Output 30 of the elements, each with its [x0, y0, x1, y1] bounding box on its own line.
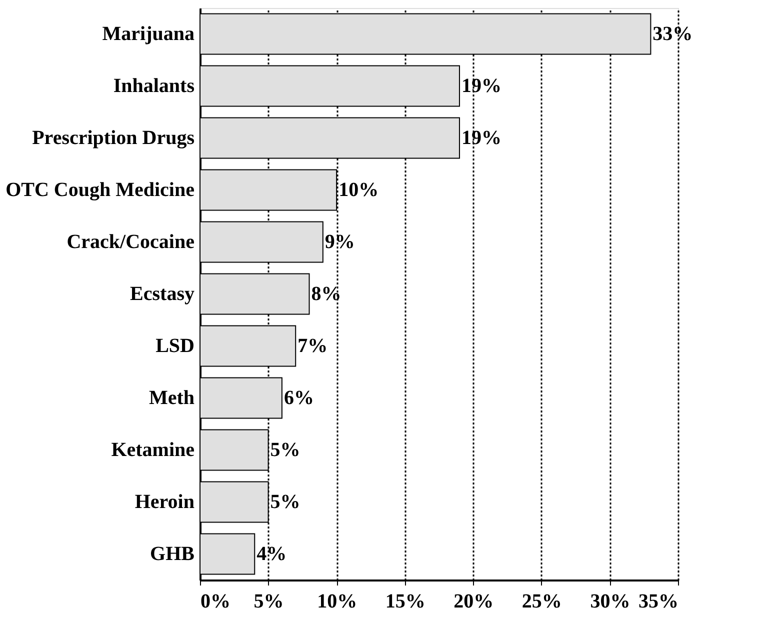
y-tick-label: Ecstasy: [130, 283, 194, 305]
x-tick-label: 15%: [385, 590, 426, 612]
data-label: 5%: [270, 439, 300, 461]
x-tick-label: 20%: [454, 590, 494, 612]
x-tick-label: 10%: [317, 590, 358, 612]
x-tick-label: 35%: [638, 590, 678, 612]
x-tick-label: 25%: [522, 590, 562, 612]
x-tick-label: 30%: [590, 590, 630, 612]
x-tick-label: 5%: [254, 590, 284, 612]
y-tick-label: Crack/Cocaine: [66, 231, 195, 253]
x-tick-label: 0%: [200, 590, 230, 612]
data-label: 4%: [256, 543, 287, 565]
data-label: 6%: [284, 387, 314, 409]
data-label: 7%: [298, 335, 328, 357]
data-label: 8%: [311, 283, 342, 305]
data-label: 9%: [324, 231, 355, 253]
y-tick-label: Inhalants: [113, 75, 195, 97]
y-tick-label: GHB: [150, 543, 194, 565]
data-label: 19%: [461, 127, 502, 149]
y-tick-label: Heroin: [134, 491, 194, 513]
y-tick-label: OTC Cough Medicine: [6, 179, 195, 201]
y-tick-label: LSD: [156, 335, 194, 357]
data-label: 5%: [270, 491, 300, 513]
y-tick-label: Ketamine: [111, 439, 195, 461]
y-tick-label: Marijuana: [102, 23, 194, 45]
data-label: 19%: [461, 75, 502, 97]
y-tick-label: Prescription Drugs: [32, 127, 195, 149]
data-label: 10%: [338, 179, 379, 201]
data-label: 33%: [652, 23, 693, 45]
y-tick-label: Meth: [148, 387, 194, 409]
